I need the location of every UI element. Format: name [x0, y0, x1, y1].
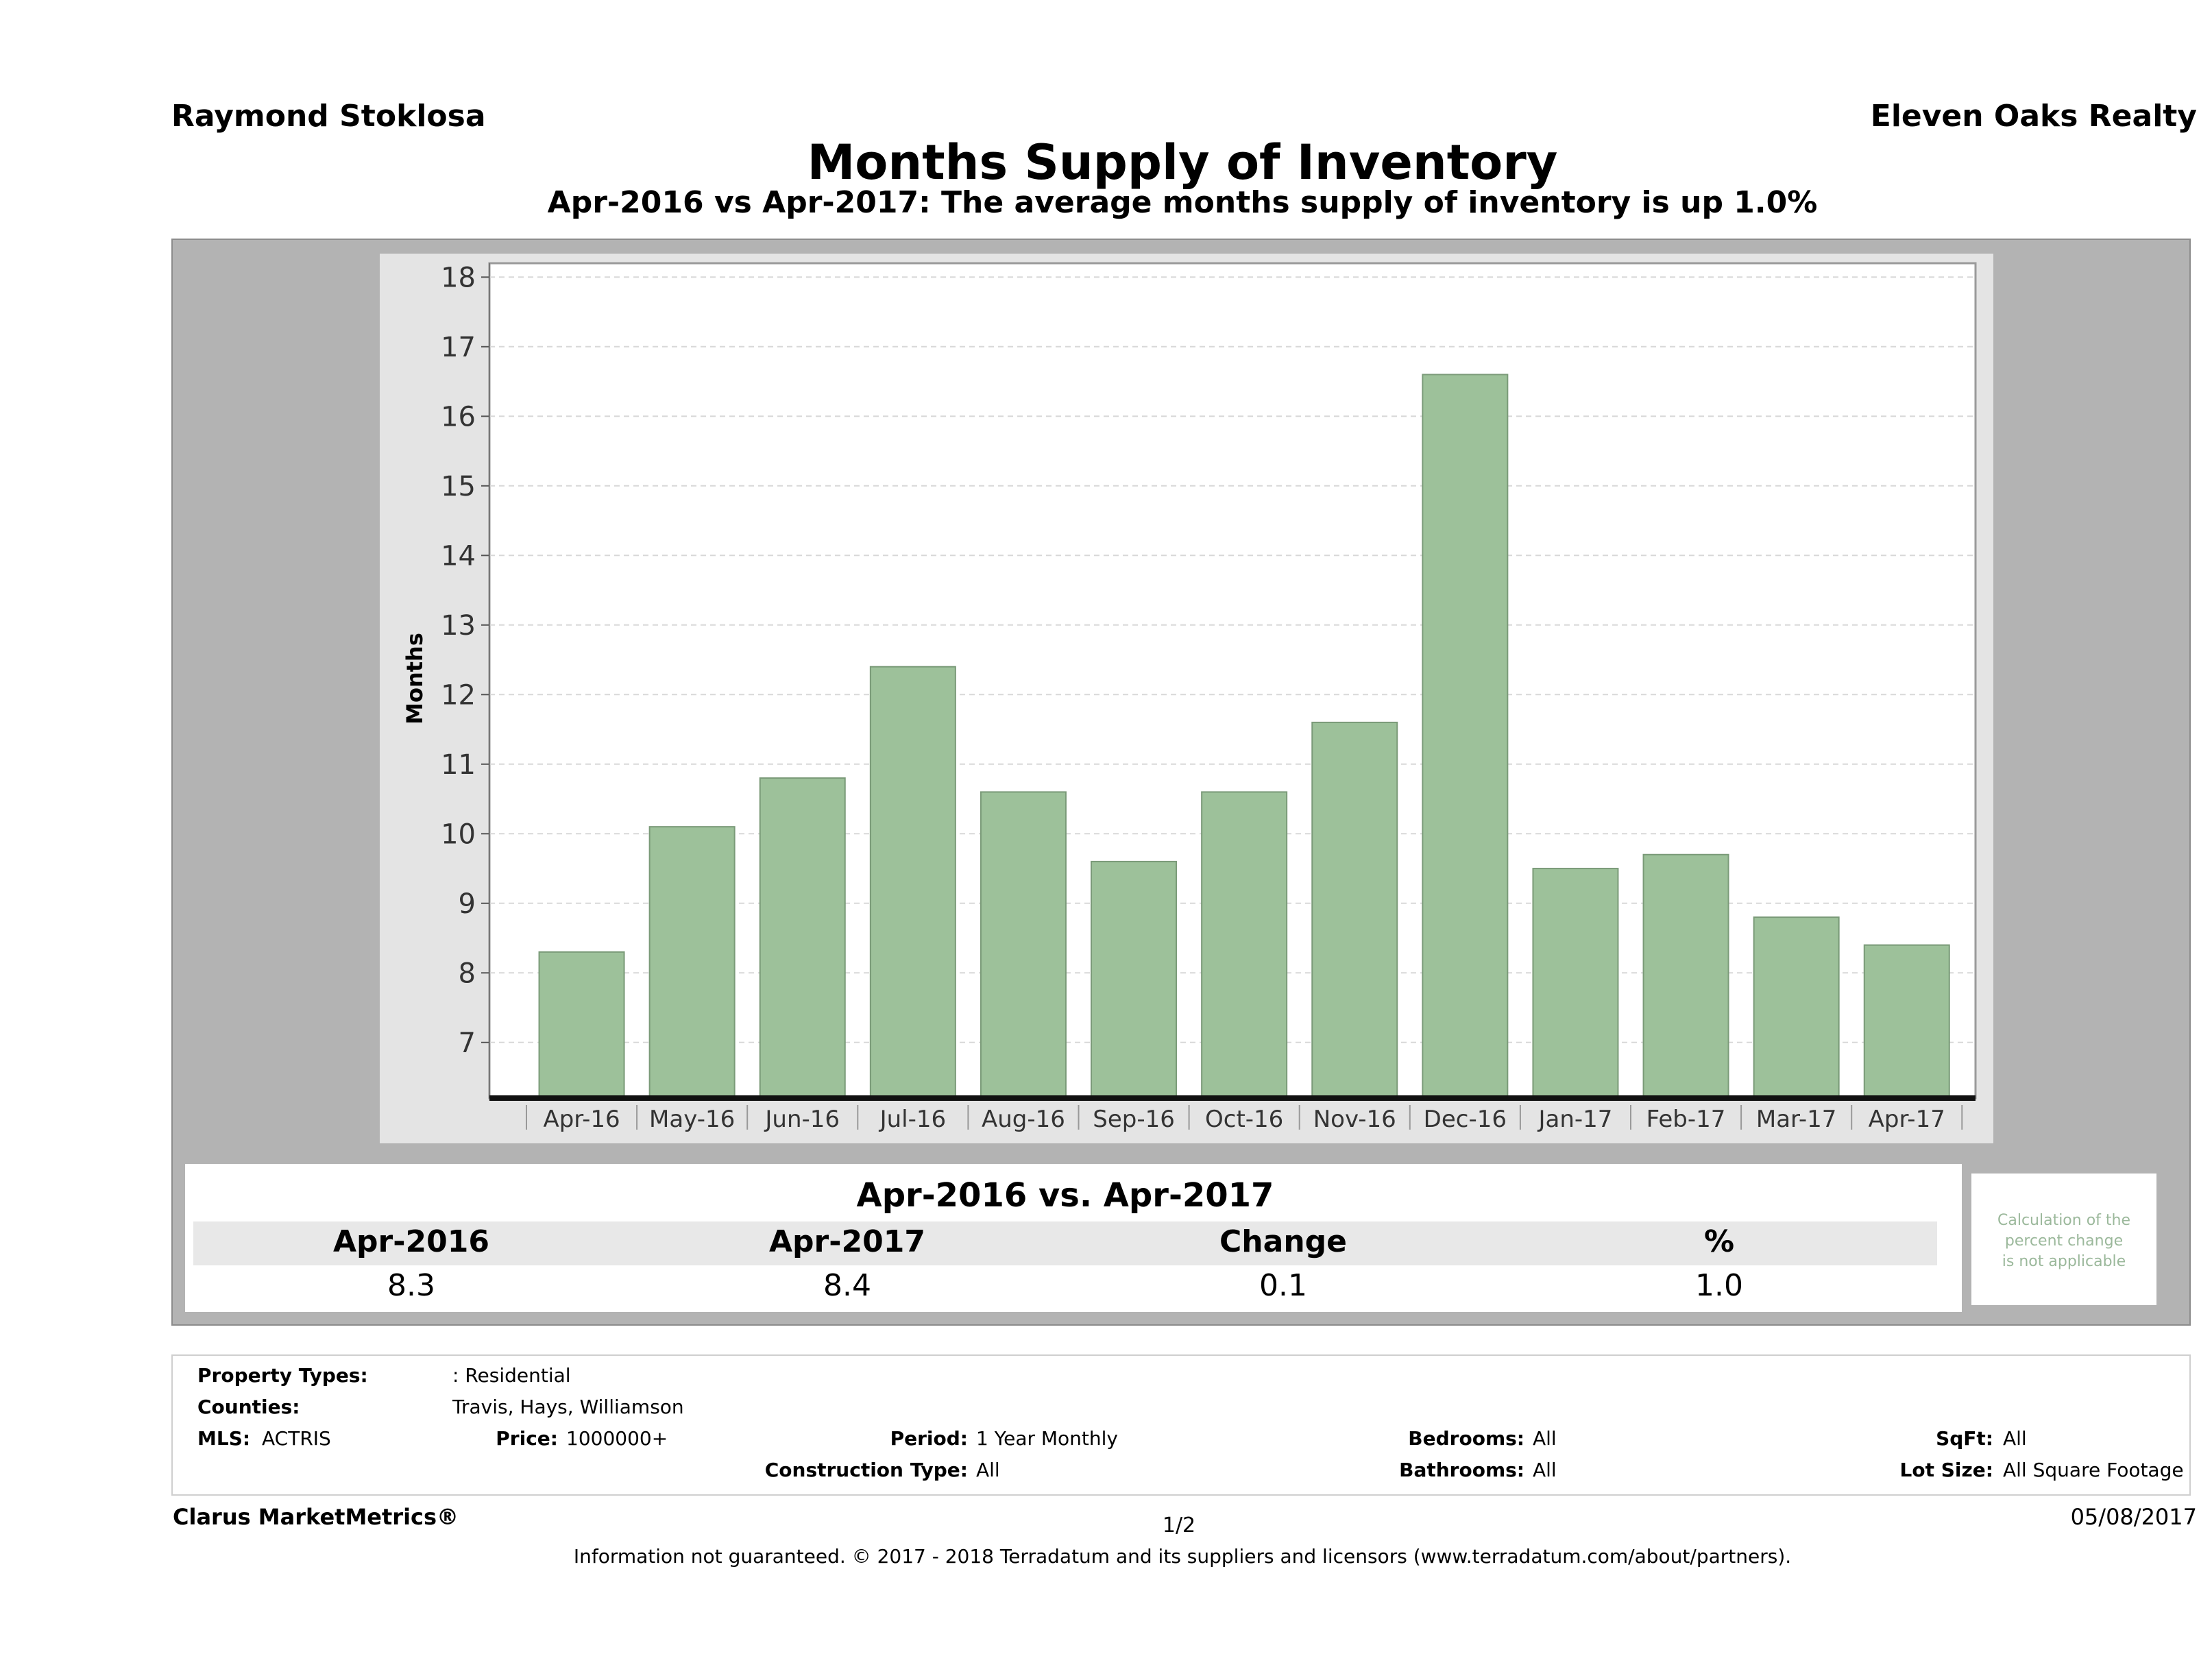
y-tick-label-13: 13: [441, 610, 476, 642]
criteria-panel: [171, 1354, 2191, 1496]
bar-Jun-16: [759, 777, 846, 1099]
percent-note-box: [1971, 1174, 2156, 1305]
disclaimer: Information not guaranteed. © 2017 - 201…: [573, 1545, 1792, 1568]
x-tick-label-Jun-16: Jun-16: [764, 1106, 840, 1133]
axes: 7 8 9 10 11 12 13 14 15 16 17 18 Apr-16 May-16 Jun-16 J…: [441, 262, 1976, 1133]
report-date: 05/08/2017: [2070, 1504, 2197, 1530]
sqft-value: All: [2003, 1427, 2027, 1450]
counties-value: Travis, Hays, Williamson: [452, 1396, 684, 1418]
summary-value-percent: 1.0: [1695, 1268, 1743, 1303]
percent-note: Calculation of the percent change is not…: [1971, 1211, 2156, 1272]
bar-Jan-17: [1532, 868, 1619, 1099]
bedrooms-value: All: [1533, 1427, 1557, 1450]
bar-Nov-16: [1311, 721, 1398, 1099]
y-tick-label-9: 9: [459, 888, 476, 920]
y-tick-label-8: 8: [459, 958, 476, 989]
y-tick-label-15: 15: [441, 471, 476, 502]
agent-name: Raymond Stoklosa: [171, 99, 486, 134]
percent-note-line-3: is not applicable: [2002, 1253, 2126, 1270]
chart-subtitle: Apr-2016 vs Apr-2017: The average months…: [547, 185, 1818, 220]
bar-Apr-17: [1863, 944, 1950, 1099]
y-tick-label-17: 17: [441, 332, 476, 363]
counties-label: Counties:: [197, 1396, 300, 1418]
chart-title: Months Supply of Inventory: [807, 134, 1558, 191]
summary-value-change: 0.1: [1259, 1268, 1307, 1303]
bar-Sep-16: [1091, 860, 1178, 1099]
summary-value-apr-2017: 8.4: [823, 1268, 871, 1303]
bar-Mar-17: [1753, 916, 1840, 1099]
lot-size-label: Lot Size:: [1899, 1459, 1993, 1481]
y-axis-label: Months: [402, 633, 428, 725]
lot-size-value: All Square Footage: [2003, 1459, 2184, 1481]
x-tick-label-Apr-16: Apr-16: [543, 1106, 620, 1133]
summary-header-percent: %: [1703, 1224, 1735, 1259]
bar-Oct-16: [1201, 791, 1288, 1099]
y-tick-label-12: 12: [441, 679, 476, 711]
y-tick-label-11: 11: [441, 749, 476, 781]
summary-header-apr-2017: Apr-2017: [769, 1224, 925, 1259]
y-tick-label-7: 7: [459, 1028, 476, 1059]
construction-type-value: All: [976, 1459, 1000, 1481]
bar-Feb-17: [1642, 853, 1729, 1099]
x-tick-label-Apr-17: Apr-17: [1869, 1106, 1945, 1133]
bars: [538, 374, 1950, 1099]
property-types-label: Property Types:: [197, 1364, 368, 1387]
x-tick-label-May-16: May-16: [649, 1106, 735, 1133]
summary-header-row: [193, 1221, 1937, 1265]
construction-type-label: Construction Type:: [764, 1459, 968, 1481]
bathrooms-value: All: [1533, 1459, 1557, 1481]
summary-header-change: Change: [1219, 1224, 1347, 1259]
summary-title: Apr-2016 vs. Apr-2017: [856, 1176, 1274, 1215]
bar-chart: 7 8 9 10 11 12 13 14 15 16 17 18 Apr-16 May-16 Jun-16 J…: [402, 262, 1977, 1133]
x-tick-label-Jul-16: Jul-16: [879, 1106, 947, 1133]
period-value: 1 Year Monthly: [976, 1427, 1119, 1450]
bar-Apr-16: [538, 951, 625, 1099]
page-number: 1/2: [1162, 1513, 1196, 1537]
mls-label: MLS:: [197, 1427, 251, 1450]
price-label: Price:: [496, 1427, 558, 1450]
company-name: Eleven Oaks Realty: [1870, 99, 2197, 134]
bathrooms-label: Bathrooms:: [1399, 1459, 1524, 1481]
summary-title-row: [193, 1174, 1937, 1220]
x-tick-label-Nov-16: Nov-16: [1313, 1106, 1396, 1133]
sqft-label: SqFt:: [1936, 1427, 1993, 1450]
period-label: Period:: [890, 1427, 968, 1450]
property-types-value: : Residential: [452, 1364, 571, 1387]
percent-note-line-2: percent change: [2004, 1232, 2124, 1250]
summary-value-row: [193, 1267, 1937, 1305]
x-tick-label-Aug-16: Aug-16: [982, 1106, 1065, 1133]
x-tick-label-Feb-17: Feb-17: [1646, 1106, 1726, 1133]
summary-value-apr-2016: 8.3: [387, 1268, 435, 1303]
x-tick-label-Jan-17: Jan-17: [1537, 1106, 1612, 1133]
y-tick-label-18: 18: [441, 262, 476, 293]
price-value: 1000000+: [566, 1427, 668, 1450]
bar-May-16: [648, 826, 736, 1099]
y-tick-label-10: 10: [441, 818, 476, 850]
x-tick-label-Sep-16: Sep-16: [1093, 1106, 1175, 1133]
bar-Jul-16: [869, 666, 956, 1099]
percent-note-line-1: Calculation of the: [1997, 1212, 2131, 1229]
bar-Dec-16: [1422, 374, 1509, 1099]
y-tick-label-16: 16: [441, 401, 476, 433]
summary-header-apr-2016: Apr-2016: [333, 1224, 489, 1259]
x-tick-label-Dec-16: Dec-16: [1424, 1106, 1507, 1133]
x-tick-label-Mar-17: Mar-17: [1756, 1106, 1837, 1133]
bar-Aug-16: [980, 791, 1067, 1099]
x-tick-label-Oct-16: Oct-16: [1205, 1106, 1283, 1133]
bedrooms-label: Bedrooms:: [1408, 1427, 1524, 1450]
footer-brand: Clarus MarketMetrics®: [173, 1504, 459, 1530]
y-tick-label-14: 14: [441, 540, 476, 572]
mls-value: ACTRIS: [262, 1427, 331, 1450]
